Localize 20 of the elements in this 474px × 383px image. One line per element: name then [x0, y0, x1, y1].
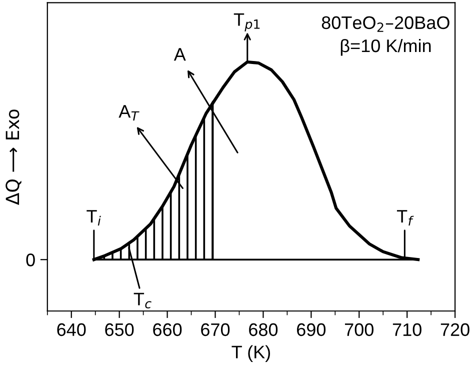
x-tick-label: 700 [344, 323, 374, 336]
x-tick-label: 690 [297, 323, 326, 336]
text: 0 [26, 254, 35, 266]
annotation: T$_{c}$ [134, 292, 152, 308]
annotation: T$_{f}$ [396, 210, 414, 226]
text: β=10 K/min [340, 38, 431, 56]
annotation: T$_{i}$ [86, 210, 101, 226]
x-tick-label: 670 [201, 323, 230, 336]
x-tick-label: 640 [57, 323, 86, 336]
y-axis-title: ΔQ ⟶ Exo [6, 110, 22, 205]
x-tick-label: 710 [392, 323, 422, 336]
annotation: A$_{T}$ [118, 105, 140, 121]
x-axis-title: T (K) [232, 345, 270, 362]
annotation: T$_{p1}$ [234, 13, 260, 32]
text: 80TeO$_{2}$–20BaO [322, 16, 450, 32]
x-tick-label: 680 [249, 323, 278, 336]
x-tick-label: 650 [105, 323, 134, 336]
text: A [174, 48, 186, 61]
x-tick-label: 720 [440, 323, 470, 336]
x-tick-label: 660 [153, 323, 182, 336]
